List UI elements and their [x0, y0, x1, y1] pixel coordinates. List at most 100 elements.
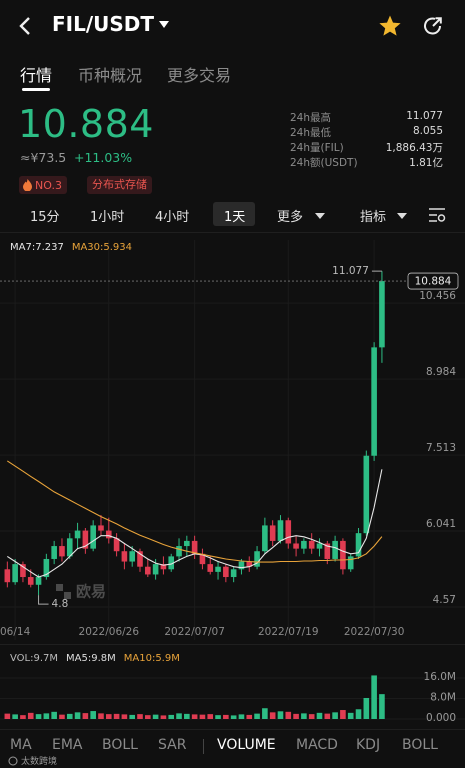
volume-bar: [379, 694, 385, 720]
divider: [0, 644, 465, 645]
timeframe[interactable]: 15分: [30, 210, 60, 225]
share-button[interactable]: [421, 14, 445, 38]
candle-body: [355, 533, 362, 557]
stat-value: 11.077: [406, 110, 443, 122]
candle-body: [129, 551, 136, 562]
timeframe[interactable]: 1小时: [90, 210, 125, 225]
back-button[interactable]: [18, 15, 32, 37]
volume-bar: [152, 714, 159, 720]
candle-body: [277, 520, 284, 541]
indicator-tab[interactable]: VOLUME: [217, 737, 276, 753]
volume-bar: [215, 715, 221, 720]
volume-bar: [246, 714, 253, 720]
indicator-tab[interactable]: MACD: [296, 737, 338, 753]
stat-value: 8.055: [412, 125, 443, 137]
candle-body: [113, 538, 120, 552]
logo-mark: [56, 584, 63, 591]
volume-bar: [191, 714, 198, 720]
watermark-text: 太数跨境: [21, 757, 58, 767]
tab[interactable]: 行情: [20, 66, 53, 85]
tab[interactable]: 币种概况: [78, 66, 143, 85]
tab-separator: [203, 739, 204, 754]
volume-bar: [27, 712, 34, 720]
volume-bar: [137, 714, 143, 720]
volume-bar: [4, 713, 11, 720]
candle-body: [285, 520, 292, 544]
candle-body: [340, 540, 346, 570]
volume-bar: [269, 712, 276, 720]
tab[interactable]: 更多交易: [167, 66, 232, 85]
timeframe[interactable]: 1天: [224, 210, 246, 225]
candle-body: [43, 558, 50, 578]
tab-underline: [22, 88, 50, 91]
y-tick-label: 7.513: [426, 442, 456, 454]
volume-bar: [176, 713, 182, 720]
pair-title[interactable]: FIL/USDT: [52, 12, 155, 36]
volume-bar: [43, 713, 50, 720]
indicator-tab[interactable]: BOLL: [102, 737, 138, 753]
x-tick-label: 2022/06/26: [79, 626, 140, 638]
y-tick-label: 6.041: [426, 518, 456, 530]
candle-body: [27, 577, 34, 585]
rank-tag[interactable]: NO.3: [19, 176, 67, 194]
y-tick-label: 0.000: [426, 712, 456, 724]
volume-bar: [121, 714, 128, 720]
more-menu[interactable]: 更多: [277, 210, 304, 225]
candle-body: [4, 569, 11, 583]
last-price-label: 10.884: [415, 276, 452, 288]
timeframe[interactable]: 4小时: [155, 210, 190, 225]
stat-label: 24h量(FIL): [290, 142, 344, 154]
ma-line: [6, 460, 383, 563]
volume-bar: [145, 715, 151, 720]
volume-bar: [371, 675, 377, 720]
volume-bar: [113, 713, 120, 720]
volume-bar: [20, 715, 26, 720]
indicator-tab[interactable]: KDJ: [356, 737, 381, 753]
fire-icon: [23, 179, 32, 191]
volume-bar: [129, 714, 136, 720]
candle-body: [145, 566, 151, 575]
indicator-tab[interactable]: MA: [10, 737, 32, 753]
candle-body: [230, 569, 237, 578]
candle-body: [199, 553, 206, 565]
candle-body: [332, 540, 338, 559]
footer-watermark: 太数跨境: [8, 754, 57, 767]
candle-body: [20, 564, 26, 578]
candle-body: [238, 561, 245, 570]
ma-line: [6, 469, 383, 578]
volume-label: MA10:5.9M: [123, 653, 180, 664]
x-tick-label: 2022/07/30: [344, 626, 405, 638]
volume-bar: [347, 712, 354, 720]
candle-body: [191, 540, 198, 554]
volume-legend: VOL:9.7M MA5:9.8M MA10:5.9M: [10, 653, 180, 664]
y-tick-label: 8.984: [426, 366, 456, 378]
candle-body: [74, 530, 81, 539]
volume-bar: [74, 712, 81, 720]
y-tick-label: 4.57: [433, 594, 456, 606]
settings-icon[interactable]: [428, 207, 446, 223]
volume-bar: [168, 714, 175, 720]
volume-bar: [59, 714, 65, 720]
volume-bar: [277, 711, 284, 720]
candle-body: [121, 551, 128, 562]
volume-bar: [324, 713, 331, 720]
candle-body: [316, 543, 323, 549]
chart-watermark: 欧易: [76, 583, 106, 601]
pair-dropdown[interactable]: [158, 20, 170, 30]
volume-bar: [223, 714, 229, 720]
indicator-tab[interactable]: SAR: [158, 737, 187, 753]
indicator-tab[interactable]: EMA: [52, 737, 83, 753]
candle-body: [51, 546, 57, 559]
candle-body: [176, 546, 182, 557]
volume-bar: [184, 713, 190, 720]
low-marker: [38, 595, 49, 605]
indicator-menu[interactable]: 指标: [360, 210, 387, 225]
indicator-tab[interactable]: BOLL: [402, 737, 438, 753]
candle-body: [262, 525, 268, 552]
volume-bar: [293, 713, 299, 720]
y-tick-label: 10.456: [419, 290, 456, 302]
category-tag[interactable]: 分布式存储: [87, 176, 152, 194]
favorite-star[interactable]: [378, 14, 402, 38]
